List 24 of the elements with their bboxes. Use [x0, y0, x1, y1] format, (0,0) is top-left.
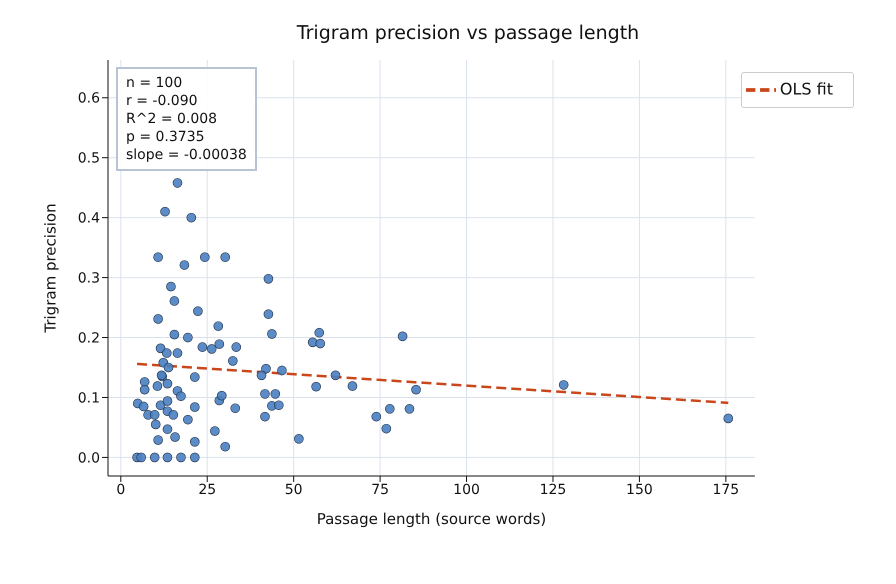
x-tick-label: 75 — [371, 482, 390, 498]
x-tick-label: 25 — [198, 482, 216, 498]
y-axis-title: Trigram precision — [41, 203, 60, 334]
y-tick-label: 0.2 — [78, 330, 100, 347]
annotation: r = -0.090 — [126, 92, 199, 110]
y-tick-label: 0.5 — [78, 150, 100, 167]
legend-label: OLS fit — [780, 79, 833, 98]
y-tick-label: 0.3 — [78, 270, 100, 287]
x-tick-label: 50 — [284, 482, 303, 498]
x-tick-label: 0 — [116, 482, 126, 498]
annotation: R^2 = 0.008 — [126, 110, 218, 128]
x-axis-title: Passage length (source words) — [316, 510, 546, 528]
annotation: slope = -0.00038 — [126, 146, 247, 164]
y-tick-label: 0.4 — [78, 210, 100, 227]
x-tick-label: 125 — [540, 482, 566, 498]
x-tick-label: 100 — [453, 482, 480, 498]
chart-title: Trigram precision vs passage length — [296, 22, 640, 44]
annotation: p = 0.3735 — [126, 128, 206, 146]
x-tick-label: 175 — [712, 482, 740, 498]
y-tick-label: 0.1 — [78, 390, 100, 406]
x-tick-label: 150 — [626, 482, 653, 498]
y-tick-label: 0.0 — [78, 450, 100, 466]
y-tick-label: 0.6 — [78, 90, 100, 107]
annotation: n = 100 — [126, 74, 184, 92]
